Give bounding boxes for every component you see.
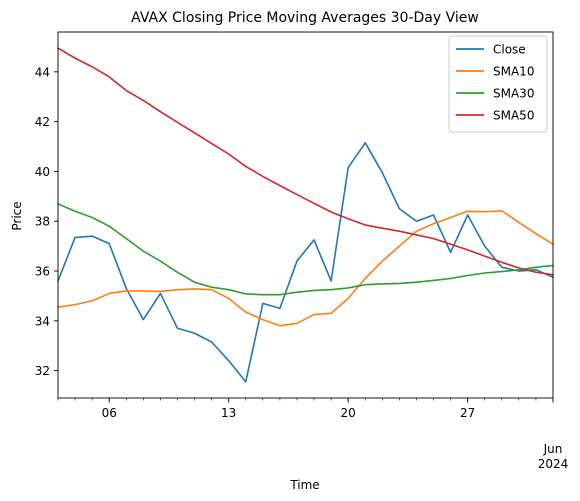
series-line-sma30: [56, 202, 554, 296]
legend-label-sma50: SMA50: [493, 109, 534, 123]
legend-label-sma10: SMA10: [493, 65, 534, 79]
y-tick-label: 32: [35, 364, 50, 378]
chart-title: AVAX Closing Price Moving Averages 30-Da…: [131, 10, 479, 26]
legend: Close SMA10 SMA30 SMA50: [448, 35, 548, 133]
y-tick-label: 40: [35, 165, 50, 179]
x-tick-label: 20: [341, 406, 356, 420]
x-tick-label: 13: [221, 406, 236, 420]
x-tick-label: 27: [460, 406, 475, 420]
y-tick-label: 34: [35, 314, 50, 328]
y-tick-label: 36: [35, 265, 50, 279]
x-tick-label: Jun: [543, 442, 563, 456]
x-tick-label: 06: [102, 406, 117, 420]
legend-box: [448, 35, 548, 133]
axes-frame: [57, 31, 554, 399]
x-tick-sublabel: 2024: [538, 457, 569, 471]
series-line-sma10: [57, 209, 555, 327]
y-axis-label: Price: [10, 201, 24, 230]
legend-label-sma30: SMA30: [493, 87, 534, 101]
x-axis-label: Time: [289, 478, 319, 492]
y-tick-label: 42: [35, 115, 50, 129]
y-tick-label: 38: [35, 215, 50, 229]
legend-label-close: Close: [493, 43, 526, 57]
series-line-sma50: [56, 47, 554, 276]
y-tick-label: 44: [35, 65, 50, 79]
series-line-close: [56, 142, 555, 383]
